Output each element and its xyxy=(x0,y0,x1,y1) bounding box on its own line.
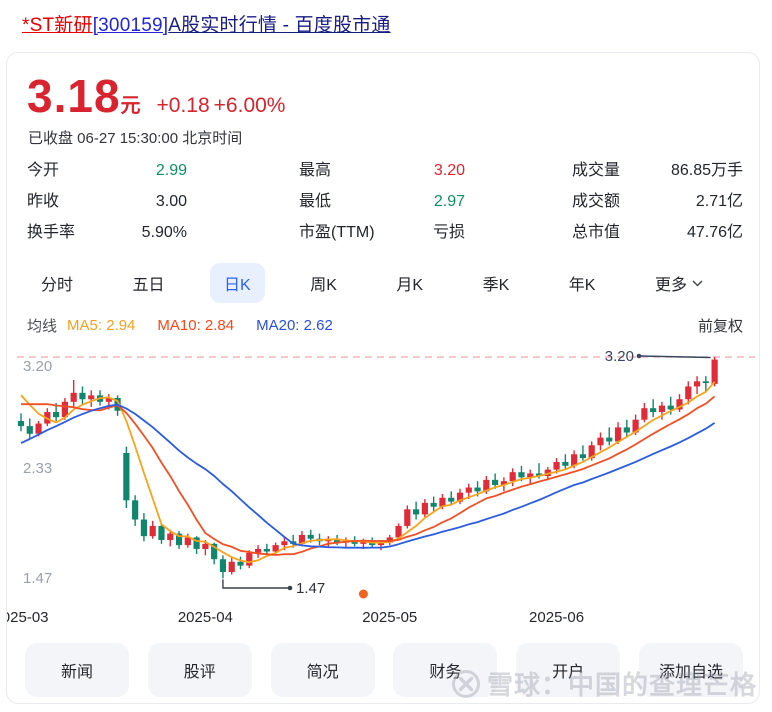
action-button-新闻[interactable]: 新闻 xyxy=(25,643,129,697)
title-segment[interactable]: [300159] xyxy=(92,15,169,36)
stat-row: 昨收 3.00 xyxy=(27,192,187,212)
ma10-line xyxy=(21,395,716,556)
candlestick-chart[interactable]: 3.20 2.33 1.47 3.20 1.47 xyxy=(7,345,760,603)
stat-row: 成交额 2.71亿 xyxy=(572,192,743,212)
ma-legend-item: MA10: 2.84 xyxy=(157,317,235,334)
tab-label: 季K xyxy=(482,277,510,294)
market-status: 已收盘 06-27 15:30:00 北京时间 xyxy=(28,130,243,147)
stat-value: 2.71亿 xyxy=(695,193,743,210)
chevron-down-icon xyxy=(692,279,703,287)
title-segment[interactable]: *ST新研 xyxy=(22,15,93,36)
stat-label: 最低 xyxy=(299,193,332,210)
tab-季K[interactable]: 季K xyxy=(469,263,524,303)
price-change: +0.18 xyxy=(156,94,210,117)
ma-prefix-label: 均线 xyxy=(27,318,58,335)
x-axis-label: 2025-05 xyxy=(362,609,418,626)
ma20-line xyxy=(20,403,716,549)
ma-legend-items: MA5: 2.94 MA10: 2.84 MA20: 2.62 xyxy=(67,317,355,334)
page-title[interactable]: *ST新研[300159]A股实时行情 - 百度股市通 xyxy=(22,10,391,37)
y-axis-label: 1.47 xyxy=(23,570,52,587)
stat-label: 成交量 xyxy=(572,162,621,179)
stat-value: 3.20 xyxy=(433,162,465,179)
stat-value: 亏损 xyxy=(432,224,465,241)
stat-row: 市盈(TTM) 亏损 xyxy=(299,223,465,243)
high-annotation-line xyxy=(640,355,711,359)
y-axis-label: 2.33 xyxy=(23,460,52,477)
ma5-line xyxy=(20,381,716,564)
action-button-财务[interactable]: 财务 xyxy=(393,643,498,697)
x-axis-label: 2025-04 xyxy=(177,609,233,626)
stat-label: 市盈(TTM) xyxy=(299,224,375,241)
stat-row: 总市值 47.76亿 xyxy=(572,223,743,243)
stat-label: 昨收 xyxy=(27,193,60,210)
price-block: 3.18 元 +0.18 +6.00% xyxy=(27,69,285,123)
stat-row: 最低 2.97 xyxy=(299,192,465,212)
tab-更多[interactable]: 更多 xyxy=(641,263,717,303)
stat-value: 2.97 xyxy=(433,193,465,210)
stat-row: 最高 3.20 xyxy=(299,161,465,181)
adjust-mode-label[interactable]: 前复权 xyxy=(697,318,743,335)
stat-label: 今开 xyxy=(27,162,60,179)
title-segment[interactable]: A股实时行情 - 百度股市通 xyxy=(168,15,391,36)
action-buttons: 新闻 股评 简况 财务 开户 添加自选 xyxy=(25,643,743,697)
high-annotation-label: 3.20 xyxy=(605,348,634,365)
stat-value: 2.99 xyxy=(155,162,187,179)
stat-label: 总市值 xyxy=(572,224,621,241)
price-unit: 元 xyxy=(120,95,141,117)
candles-layer xyxy=(17,357,718,579)
tab-label: 月K xyxy=(396,277,424,294)
high-annotation-dot xyxy=(636,353,642,359)
tab-月K[interactable]: 月K xyxy=(382,263,437,303)
stat-value: 5.90% xyxy=(141,224,187,241)
tab-周K[interactable]: 周K xyxy=(296,263,351,303)
tab-label: 更多 xyxy=(654,277,687,294)
stat-row: 今开 2.99 xyxy=(27,161,187,181)
low-annotation-dot xyxy=(287,585,293,591)
x-axis-label: 2025-03 xyxy=(7,609,49,626)
action-button-简况[interactable]: 简况 xyxy=(270,643,375,697)
action-button-股评[interactable]: 股评 xyxy=(147,643,252,697)
stat-label: 换手率 xyxy=(27,224,76,241)
stat-column: 成交量 86.85万手成交额 2.71亿总市值 47.76亿 xyxy=(572,161,743,243)
stat-label: 最高 xyxy=(299,162,332,179)
stat-label: 成交额 xyxy=(572,193,621,210)
action-button-开户[interactable]: 开户 xyxy=(516,643,621,697)
ma-legend-item: MA20: 2.62 xyxy=(256,317,333,334)
action-button-添加自选[interactable]: 添加自选 xyxy=(638,643,743,697)
ma-legend-item: MA5: 2.94 xyxy=(67,317,136,334)
tab-label: 分时 xyxy=(41,277,74,294)
stat-column: 今开 2.99 昨收 3.00 换手率 5.90% xyxy=(27,161,187,243)
tab-label: 年K xyxy=(568,277,596,294)
x-axis-label: 2025-06 xyxy=(529,609,585,626)
quote-card: 3.18 元 +0.18 +6.00% 已收盘 06-27 15:30:00 北… xyxy=(6,52,760,704)
stat-value: 3.00 xyxy=(155,193,187,210)
tab-label: 五日 xyxy=(132,277,165,294)
stat-row: 换手率 5.90% xyxy=(27,223,187,243)
current-price: 3.18 xyxy=(27,70,121,122)
tab-日K[interactable]: 日K xyxy=(210,263,265,303)
period-tabs: 分时 五日 日K 周K 月K 季K 年K 更多 xyxy=(27,263,717,303)
stats-grid: 今开 2.99 昨收 3.00 换手率 5.90% 最高 3.20 最低 2.97 市盈(TTM) 亏… xyxy=(27,161,743,243)
stat-column: 最高 3.20 最低 2.97 市盈(TTM) 亏损 xyxy=(299,161,465,243)
tab-年K[interactable]: 年K xyxy=(555,263,610,303)
tab-分时[interactable]: 分时 xyxy=(27,263,87,303)
stat-row: 成交量 86.85万手 xyxy=(572,161,743,181)
low-annotation-label: 1.47 xyxy=(296,580,325,597)
y-axis-label: 3.20 xyxy=(23,358,52,375)
stat-value: 86.85万手 xyxy=(670,162,743,179)
tab-label: 周K xyxy=(310,277,337,294)
tab-五日[interactable]: 五日 xyxy=(119,263,179,303)
low-annotation-line xyxy=(222,579,290,589)
price-change-pct: +6.00% xyxy=(213,94,286,117)
stat-value: 47.76亿 xyxy=(686,224,743,241)
ma-legend-row: 均线 MA5: 2.94 MA10: 2.84 MA20: 2.62 前复权 xyxy=(27,315,743,336)
event-dot[interactable] xyxy=(358,589,368,599)
tab-label: 日K xyxy=(224,277,251,294)
